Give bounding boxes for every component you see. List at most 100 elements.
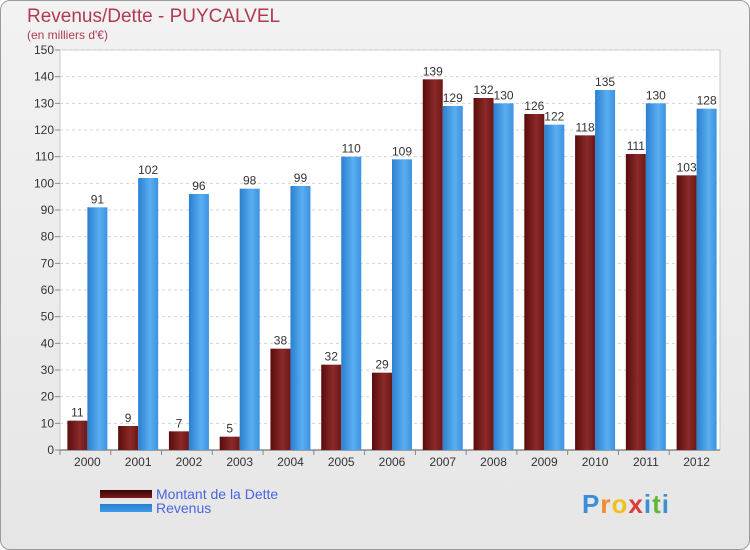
x-tick-label: 2009 (531, 455, 558, 469)
bar-debt (67, 420, 88, 450)
x-tick-label: 2005 (328, 455, 355, 469)
bar-debt (524, 114, 545, 450)
data-label-revenue: 110 (342, 142, 361, 156)
bar-revenue (544, 124, 565, 451)
chart-subtitle: (en milliers d'€) (27, 28, 108, 42)
y-tick-label: 60 (41, 283, 55, 297)
y-tick-label: 110 (35, 150, 54, 164)
bar-revenue (87, 207, 108, 450)
x-tick-label: 2010 (582, 455, 609, 469)
bar-debt (168, 431, 189, 450)
logo-letter: o (611, 489, 629, 519)
data-label-revenue: 91 (91, 192, 105, 206)
data-label-debt: 9 (125, 411, 132, 425)
data-label-debt: 11 (71, 406, 84, 420)
y-tick-label: 10 (41, 416, 55, 430)
bar-debt (372, 372, 392, 450)
bar-revenue (392, 159, 412, 451)
bar-debt (473, 98, 494, 450)
bar-revenue (188, 194, 209, 450)
x-tick-label: 2000 (74, 455, 101, 469)
data-label-debt: 7 (176, 416, 183, 430)
y-tick-label: 50 (41, 310, 55, 324)
x-tick-label: 2001 (125, 455, 152, 469)
bar-revenue (239, 188, 260, 450)
bar-debt (625, 154, 646, 450)
bar-revenue (138, 178, 159, 450)
bar-debt (422, 79, 443, 450)
y-tick-label: 80 (41, 230, 55, 244)
logo-letter: t (652, 489, 662, 519)
chart-title: Revenus/Dette - PUYCALVEL (27, 6, 281, 27)
logo-letter: r (600, 489, 612, 519)
logo-letter: x (628, 489, 644, 519)
data-label-debt: 5 (226, 422, 233, 436)
y-tick-label: 120 (34, 123, 54, 137)
x-tick-label: 2011 (633, 455, 659, 469)
data-label-debt: 118 (576, 120, 595, 134)
y-tick-label: 150 (34, 43, 54, 57)
legend-label-debt: Montant de la Dette (156, 486, 279, 502)
x-tick-label: 2002 (176, 455, 203, 469)
data-label-revenue: 129 (443, 91, 463, 105)
bar-debt (321, 364, 342, 450)
bar-revenue (341, 156, 362, 450)
logo-letter: P (582, 489, 601, 519)
data-label-debt: 111 (627, 139, 646, 153)
bar-revenue (645, 103, 666, 450)
data-label-revenue: 99 (294, 171, 308, 185)
x-axis-ticks: 2000 2001 2002 2003 2004 2005 2006 2007 2008 2009… (59, 450, 710, 469)
bar-debt (219, 436, 240, 450)
legend-item-revenue: Revenus (100, 500, 278, 516)
y-tick-label: 70 (41, 256, 55, 270)
data-label-debt: 139 (423, 64, 443, 78)
legend-swatch-revenue (100, 504, 152, 512)
y-tick-label: 130 (34, 96, 54, 110)
bar-revenue (290, 186, 311, 450)
y-tick-label: 20 (41, 390, 55, 404)
x-tick-label: 2007 (429, 455, 456, 469)
y-tick-label: 140 (34, 70, 54, 84)
y-tick-label: 30 (41, 363, 55, 377)
bar-debt (118, 426, 139, 450)
data-label-revenue: 128 (697, 94, 717, 108)
y-tick-label: 40 (41, 336, 55, 350)
y-tick-label: 100 (34, 176, 54, 190)
data-label-revenue: 135 (595, 75, 615, 89)
proxiti-logo: Proxiti (582, 489, 670, 520)
data-label-revenue: 122 (544, 110, 564, 124)
logo-letter: i (661, 489, 670, 519)
data-label-debt: 29 (375, 358, 389, 372)
legend-item-debt: Montant de la Dette (100, 486, 279, 502)
x-tick-label: 2008 (480, 455, 507, 469)
data-label-debt: 126 (524, 99, 544, 113)
x-tick-label: 2012 (683, 455, 710, 469)
legend-swatch-debt (100, 490, 152, 498)
data-label-revenue: 130 (646, 88, 666, 102)
data-label-debt: 132 (474, 83, 494, 97)
legend-label-revenue: Revenus (156, 500, 212, 516)
data-label-debt: 38 (274, 334, 288, 348)
bar-revenue (442, 106, 463, 450)
data-label-revenue: 96 (192, 179, 206, 193)
x-tick-label: 2003 (226, 455, 253, 469)
bar-revenue (493, 103, 514, 450)
bar-debt (575, 135, 596, 451)
data-label-revenue: 98 (243, 174, 257, 188)
bar-revenue (595, 90, 616, 450)
legend: Montant de la Dette Revenus (100, 486, 279, 516)
x-tick-label: 2006 (379, 455, 406, 469)
bar-revenue (696, 108, 717, 451)
y-tick-label: 90 (41, 203, 55, 217)
x-tick-label: 2004 (277, 455, 304, 469)
y-tick-label: 0 (47, 443, 54, 457)
data-label-revenue: 102 (138, 163, 158, 177)
data-label-revenue: 109 (392, 144, 412, 158)
data-label-debt: 103 (677, 160, 697, 174)
y-axis-ticks: 0 10 20 30 40 50 60 70 80 90 100 110 120 130 140 150 (34, 43, 60, 457)
bar-debt (270, 348, 291, 450)
bar-debt (676, 175, 697, 451)
data-label-debt: 32 (325, 350, 339, 364)
